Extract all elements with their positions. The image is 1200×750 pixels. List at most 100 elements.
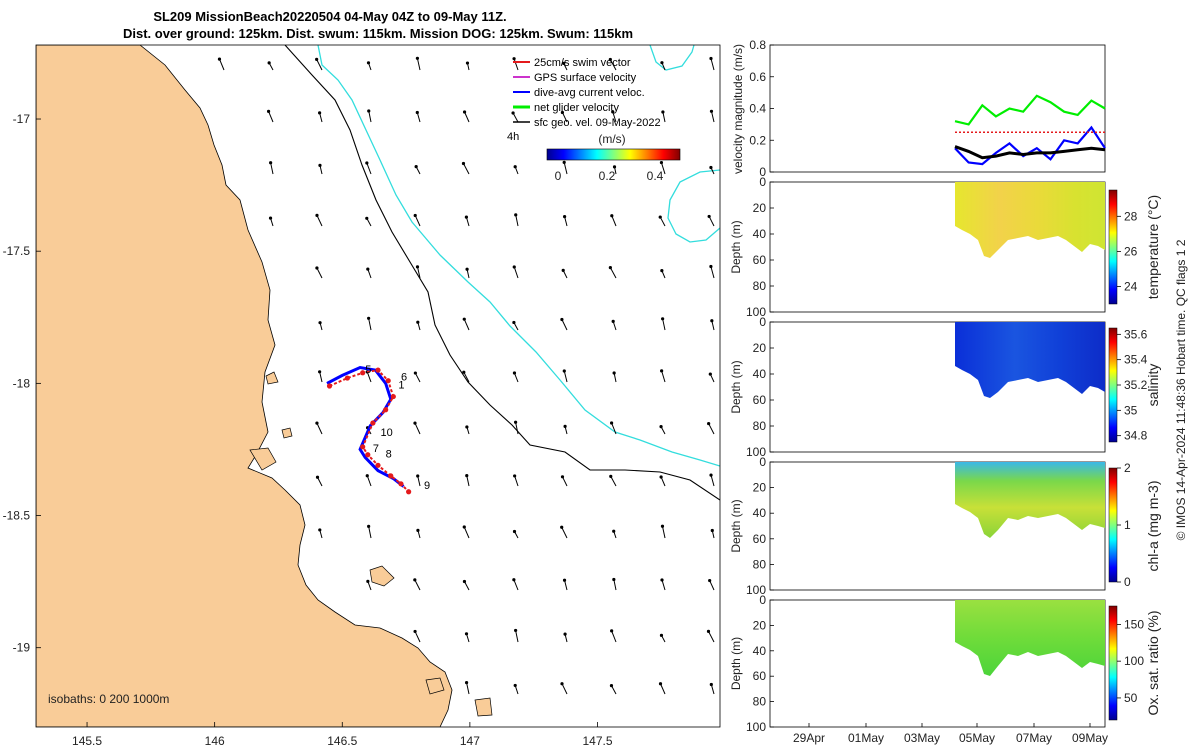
swim-vector-track xyxy=(329,369,410,493)
depth-ylabel: Depth (m) xyxy=(729,637,743,690)
velocity-arrow-head xyxy=(315,213,319,217)
velocity-arrow xyxy=(661,370,666,383)
colorbar-units: (m/s) xyxy=(598,132,625,146)
velocity-y-tick-label: 0.6 xyxy=(749,70,766,84)
legend-net-glider: net glider velocity xyxy=(534,102,619,114)
velocity-arrow xyxy=(611,630,617,643)
velocity-axes xyxy=(769,44,1106,173)
depth-tick-label: 20 xyxy=(753,618,767,632)
velocity-arrow xyxy=(708,423,715,435)
isobath-200m xyxy=(284,45,720,501)
velocity-arrow-head xyxy=(706,629,711,633)
map-x-tick-label: 146.5 xyxy=(327,734,357,748)
velocity-arrow xyxy=(414,215,421,227)
velocity-arrow-head xyxy=(659,160,664,165)
velocity-arrow-head xyxy=(661,317,665,321)
velocity-arrow xyxy=(660,476,666,487)
velocity-arrow-head xyxy=(562,369,566,373)
temperature-panel: temperature (°C) xyxy=(769,181,1161,313)
velocity-arrow-head xyxy=(560,475,565,479)
map-y-tick-label: -18 xyxy=(13,376,31,390)
velocity-arrow xyxy=(316,59,323,71)
velocity-arrow xyxy=(366,162,372,175)
velocity-y-tick-label: 0.8 xyxy=(749,38,766,52)
velocity-arrow-head xyxy=(512,529,517,534)
velocity-arrow-head xyxy=(608,265,612,270)
velocity-arrow-head xyxy=(563,632,567,636)
depth-tick-label: 40 xyxy=(753,506,767,520)
velocity-arrow xyxy=(466,682,470,695)
colorbar-tick-label: 35 xyxy=(1124,403,1138,417)
glider-track: 1 5 6 7 8 9 10 xyxy=(326,364,430,495)
swim-vector-point xyxy=(344,375,350,381)
velocity-arrow xyxy=(561,319,568,331)
map-y-tick-label: -17.5 xyxy=(3,244,31,258)
velocity-arrow xyxy=(368,318,372,331)
velocity-arrow xyxy=(270,162,274,175)
velocity-arrow-head xyxy=(660,61,664,65)
oxygen-panel: Ox. sat. ratio (%) xyxy=(769,599,1161,728)
velocity-arrow-head xyxy=(709,682,713,687)
velocity-arrow xyxy=(466,475,470,487)
velocity-arrow-head xyxy=(266,109,271,114)
velocity-arrow-head xyxy=(415,110,419,115)
map-x-tick-label: 145.5 xyxy=(72,734,102,748)
velocity-arrow xyxy=(609,59,617,71)
legend-gps-velocity: GPS surface velocity xyxy=(534,72,637,84)
swim-vector-point xyxy=(390,393,396,400)
velocity-arrow-head xyxy=(365,161,369,165)
velocity-arrow-head xyxy=(465,61,470,65)
velocity-arrow-head xyxy=(612,577,616,582)
velocity-arrow xyxy=(662,318,666,331)
credit-line: © IMOS 14-Apr-2024 11:48:36 Hobart time.… xyxy=(1174,239,1188,540)
velocity-series-line xyxy=(954,94,1106,126)
velocity-lines xyxy=(954,94,1106,166)
velocity-arrow xyxy=(515,214,519,227)
map-axes: 145.5 146 146.5 147 147.5 -17 -17.5 -18 -18.5 -19 xyxy=(3,112,613,748)
map-x-tick-label: 146 xyxy=(205,734,225,748)
velocity-arrow-head xyxy=(217,57,222,61)
velocity-arrow xyxy=(515,422,519,435)
velocity-arrow xyxy=(564,580,568,591)
velocity-arrow-head xyxy=(268,216,273,220)
day-label: 8 xyxy=(386,448,392,460)
velocity-arrow-head xyxy=(365,474,369,478)
colorbar-tick-label: 35.2 xyxy=(1124,378,1148,392)
swim-vector-point xyxy=(370,420,376,426)
velocity-arrow xyxy=(416,58,421,71)
velocity-arrow-head xyxy=(464,632,469,636)
temperature-colorbar xyxy=(1108,189,1118,305)
depth-tick-label: 40 xyxy=(753,367,767,381)
velocity-arrow-head xyxy=(659,475,663,479)
velocity-arrow-head xyxy=(513,683,517,688)
map-x-tick-label: 147 xyxy=(460,734,480,748)
velocity-arrow xyxy=(515,630,519,643)
velocity-arrow-head xyxy=(709,473,713,477)
velocity-arrow xyxy=(416,112,421,123)
velocity-arrow-head xyxy=(367,524,371,528)
velocity-ylabel: velocity magnitude (m/s) xyxy=(731,44,745,174)
depth-tick-label: 0 xyxy=(759,315,766,329)
velocity-arrow xyxy=(612,111,617,123)
isobath-1000m xyxy=(667,169,720,243)
velocity-arrow-head xyxy=(608,57,612,62)
day-label: 10 xyxy=(381,427,393,439)
velocity-arrow xyxy=(660,683,666,695)
depth-tick-label: 20 xyxy=(753,341,767,355)
time-x-tick-label: 05May xyxy=(959,731,995,745)
time-x-tick-label: 09May xyxy=(1072,731,1108,745)
velocity-arrow-head xyxy=(709,109,714,113)
velocity-arrow xyxy=(512,112,519,123)
velocity-arrow-head xyxy=(707,421,711,426)
velocity-arrow-head xyxy=(709,165,713,170)
time-series-panels: 0 0.2 0.4 0.6 0.8 velocity magnitude (m/s) t… xyxy=(729,38,1161,745)
velocity-arrow-head xyxy=(315,57,319,61)
velocity-arrow-head xyxy=(416,320,420,324)
velocity-arrow xyxy=(709,580,715,591)
velocity-arrow xyxy=(416,266,421,279)
velocity-arrow xyxy=(463,526,470,539)
velocity-arrow-head xyxy=(512,371,517,375)
velocity-arrow-head xyxy=(315,421,319,425)
velocity-arrow xyxy=(660,162,666,175)
